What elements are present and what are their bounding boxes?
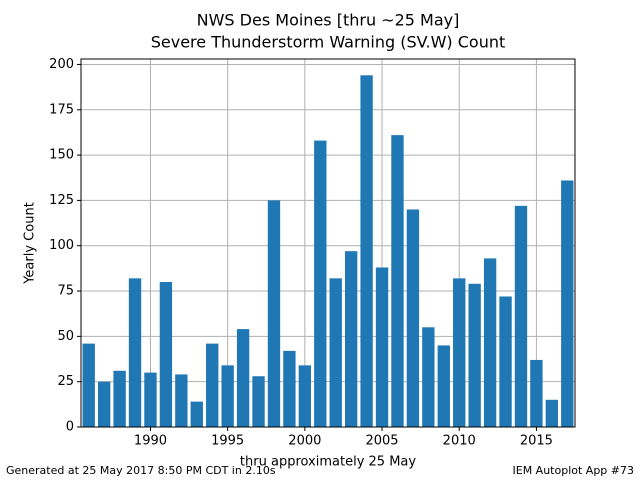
bar bbox=[267, 200, 281, 427]
bar bbox=[422, 327, 435, 427]
bar bbox=[344, 251, 358, 427]
bar bbox=[221, 365, 234, 427]
bar bbox=[283, 350, 296, 427]
bar bbox=[483, 258, 497, 427]
bar bbox=[437, 345, 450, 427]
bar bbox=[82, 343, 95, 427]
bar bbox=[453, 278, 466, 427]
bar bbox=[252, 376, 265, 427]
y-axis-label: Yearly Count bbox=[23, 202, 38, 285]
bar bbox=[128, 278, 142, 427]
bar bbox=[298, 365, 312, 427]
plot-frame bbox=[80, 58, 576, 428]
y-tick-label: 200 bbox=[49, 57, 74, 72]
footer-left: Generated at 25 May 2017 8:50 PM CDT in … bbox=[6, 464, 276, 477]
bar bbox=[236, 329, 250, 427]
bar bbox=[391, 135, 404, 427]
y-tick-label: 50 bbox=[57, 329, 74, 344]
x-tick-label: 2005 bbox=[365, 434, 398, 449]
chart-title: NWS Des Moines [thru ~25 May] bbox=[197, 11, 460, 30]
bar bbox=[329, 278, 342, 427]
x-tick-label: 1995 bbox=[211, 434, 244, 449]
plot-area: 0 25 50 75 100 125 150 175 200 1990 1995 2000 2005 20… bbox=[49, 57, 576, 449]
bar bbox=[314, 140, 327, 427]
bar bbox=[514, 205, 528, 427]
bar bbox=[175, 374, 188, 427]
bar bbox=[499, 296, 512, 427]
bar bbox=[468, 283, 481, 427]
y-tick-label: 175 bbox=[49, 102, 74, 117]
y-tick-label: 125 bbox=[49, 193, 74, 208]
footer-right: IEM Autoplot App #73 bbox=[513, 464, 635, 477]
bar bbox=[159, 281, 173, 427]
bar bbox=[545, 399, 559, 427]
bar bbox=[190, 401, 203, 427]
x-tick-label: 2010 bbox=[443, 434, 476, 449]
y-tick-label: 150 bbox=[49, 148, 74, 163]
x-tick-label: 1990 bbox=[134, 434, 167, 449]
y-tick-label: 75 bbox=[57, 284, 74, 299]
bar bbox=[144, 372, 157, 427]
bar bbox=[375, 267, 389, 427]
bar bbox=[206, 343, 219, 427]
bar bbox=[97, 381, 111, 427]
bar bbox=[360, 75, 373, 427]
x-tick-label: 2000 bbox=[288, 434, 321, 449]
bar bbox=[113, 370, 126, 427]
x-axis-label: thru approximately 25 May bbox=[240, 455, 416, 470]
x-tick-label: 2015 bbox=[520, 434, 553, 449]
bar bbox=[561, 180, 574, 427]
bar bbox=[406, 209, 420, 427]
bar bbox=[530, 359, 543, 427]
y-tick-label: 0 bbox=[66, 420, 74, 435]
chart-subtitle: Severe Thunderstorm Warning (SV.W) Count bbox=[151, 33, 506, 52]
y-tick-label: 25 bbox=[57, 374, 74, 389]
y-tick-label: 100 bbox=[49, 238, 74, 253]
